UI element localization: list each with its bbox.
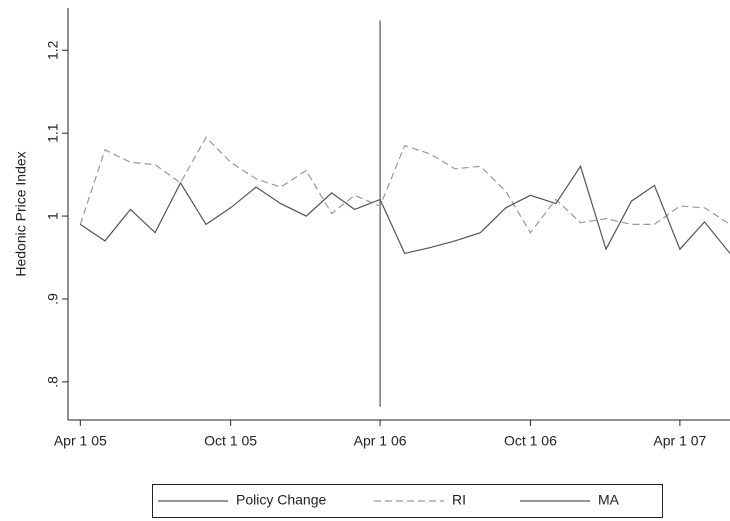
y-tick-label: 1.2 <box>45 40 61 60</box>
y-tick-label: 1.1 <box>45 123 61 143</box>
series-line <box>79 164 730 255</box>
legend-label: RI <box>452 492 466 508</box>
series-line <box>79 136 730 234</box>
y-axis-title: Hedonic Price Index <box>13 151 29 276</box>
legend-box <box>152 484 663 518</box>
legend-label: MA <box>598 492 620 508</box>
y-tick-label: .8 <box>45 376 61 388</box>
x-tick-label: Oct 1 06 <box>504 433 557 449</box>
y-tick-label: 1 <box>45 212 61 220</box>
x-tick-label: Apr 1 06 <box>354 433 407 449</box>
x-tick-label: Apr 1 07 <box>653 433 706 449</box>
x-tick-label: Apr 1 05 <box>54 433 107 449</box>
x-tick-label: Oct 1 05 <box>204 433 257 449</box>
legend-label: Policy Change <box>236 492 326 508</box>
y-tick-label: .9 <box>45 293 61 305</box>
